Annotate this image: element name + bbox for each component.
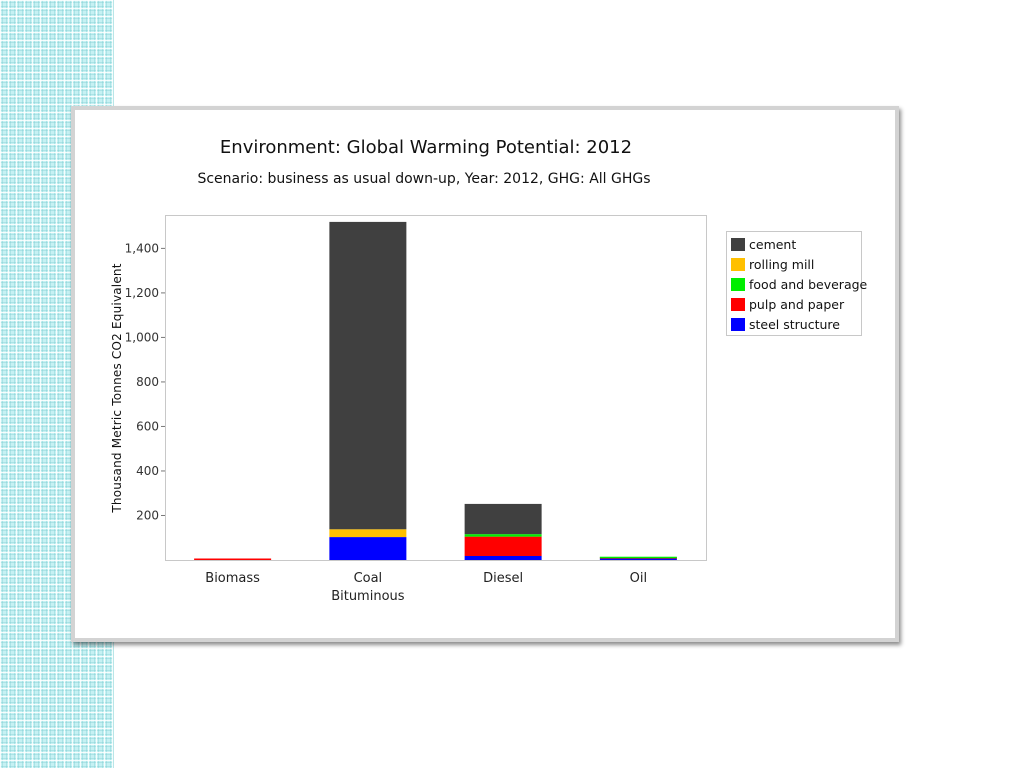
bar-segment: [599, 556, 677, 559]
y-tick-label: 1,200: [125, 286, 159, 300]
bar-segment: [329, 529, 407, 538]
legend-swatch: [731, 298, 745, 311]
y-tick-label: 1,400: [125, 241, 159, 255]
bar-segment: [464, 536, 542, 556]
legend-swatch: [731, 238, 745, 251]
chart-subtitle: Scenario: business as usual down-up, Yea…: [197, 171, 650, 187]
legend-swatch: [731, 258, 745, 271]
bar-segment: [464, 534, 542, 537]
bar-segment: [464, 555, 542, 560]
legend-label: cement: [749, 237, 796, 252]
legend-label: pulp and paper: [749, 297, 845, 312]
bar-segment: [194, 558, 272, 560]
bar-segment: [329, 537, 407, 560]
y-tick-label: 1,000: [125, 330, 159, 344]
y-axis: 200 400 600 800 1,000 1,200 1,400: [125, 241, 165, 522]
y-tick-label: 600: [136, 419, 159, 433]
y-tick-label: 400: [136, 464, 159, 478]
legend-label: food and beverage: [749, 277, 868, 292]
chart-title: Environment: Global Warming Potential: 2…: [220, 137, 632, 158]
y-axis-label: Thousand Metric Tonnes CO2 Equivalent: [110, 263, 124, 513]
legend-swatch: [731, 318, 745, 331]
x-category-label: Bituminous: [331, 589, 405, 604]
y-tick-label: 200: [136, 508, 159, 522]
bars: [194, 221, 677, 560]
x-category-label: Coal: [354, 571, 383, 586]
x-category-label: Oil: [630, 571, 647, 586]
x-axis-categories: Biomass Coal Bituminous Diesel Oil: [205, 571, 647, 604]
bar-segment: [599, 558, 677, 560]
legend-label: steel structure: [749, 317, 840, 332]
legend: cement rolling mill food and beverage pulp …: [726, 231, 868, 336]
bar-segment: [464, 503, 542, 535]
legend-box: [726, 231, 862, 336]
legend-swatch: [731, 278, 745, 291]
legend-label: rolling mill: [749, 257, 814, 272]
plot-area: [165, 215, 707, 561]
bar-segment: [329, 221, 407, 530]
x-category-label: Biomass: [205, 571, 260, 586]
y-tick-label: 800: [136, 375, 159, 389]
x-category-label: Diesel: [483, 571, 523, 586]
